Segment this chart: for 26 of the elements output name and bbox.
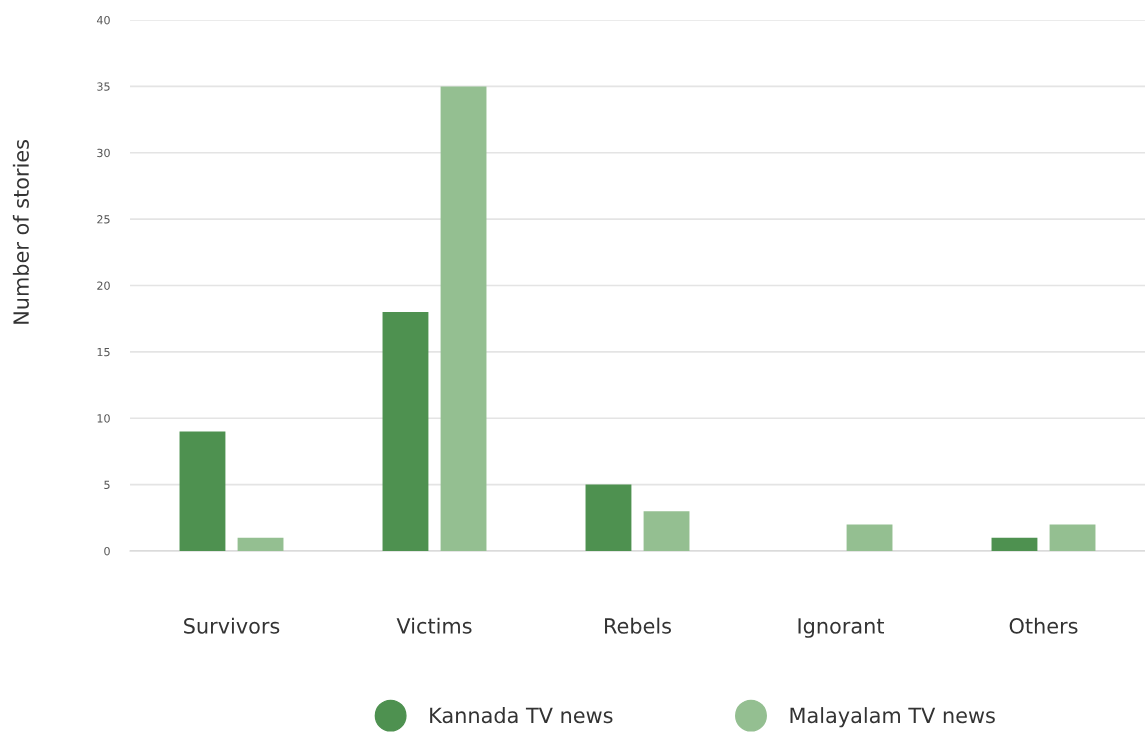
bar xyxy=(1049,524,1096,551)
bar xyxy=(237,537,284,551)
x-tick-label: Others xyxy=(1009,617,1078,634)
y-tick-label: 5 xyxy=(104,480,110,489)
x-tick-label: Rebels xyxy=(605,617,671,634)
x-tick-label: Victims xyxy=(396,617,472,634)
legend-label: Kannada TV news xyxy=(430,707,613,724)
y-tick-label: 0 xyxy=(104,546,110,556)
x-tick-label: Ignorant xyxy=(798,618,885,638)
y-tick-label: 15 xyxy=(97,348,110,357)
y-tick-label: 20 xyxy=(97,281,110,290)
bar xyxy=(846,524,893,551)
bar xyxy=(585,484,632,551)
bar xyxy=(179,431,226,551)
bar xyxy=(382,312,429,551)
y-tick-label: 25 xyxy=(97,215,110,224)
x-tick-label: Survivors xyxy=(184,617,280,634)
legend-label: Malayalam TV news xyxy=(790,707,995,728)
y-tick-label: 35 xyxy=(97,82,110,91)
y-tick-label: 30 xyxy=(97,148,110,158)
bar xyxy=(643,511,690,551)
y-axis-title: Number of stories xyxy=(12,140,29,324)
y-tick-label: 10 xyxy=(97,414,110,423)
y-tick-label: 40 xyxy=(96,15,110,25)
bar xyxy=(440,86,487,551)
bar xyxy=(991,537,1038,551)
